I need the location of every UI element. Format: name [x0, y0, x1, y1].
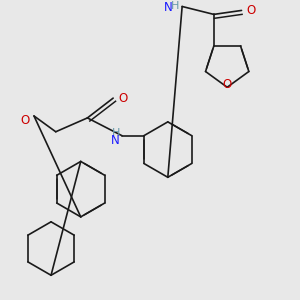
Text: N: N — [164, 1, 172, 14]
Text: O: O — [247, 4, 256, 17]
Text: O: O — [21, 114, 30, 127]
Text: H: H — [171, 2, 179, 11]
Text: N: N — [111, 134, 120, 147]
Text: O: O — [118, 92, 127, 105]
Text: H: H — [112, 128, 120, 138]
Text: O: O — [223, 78, 232, 91]
